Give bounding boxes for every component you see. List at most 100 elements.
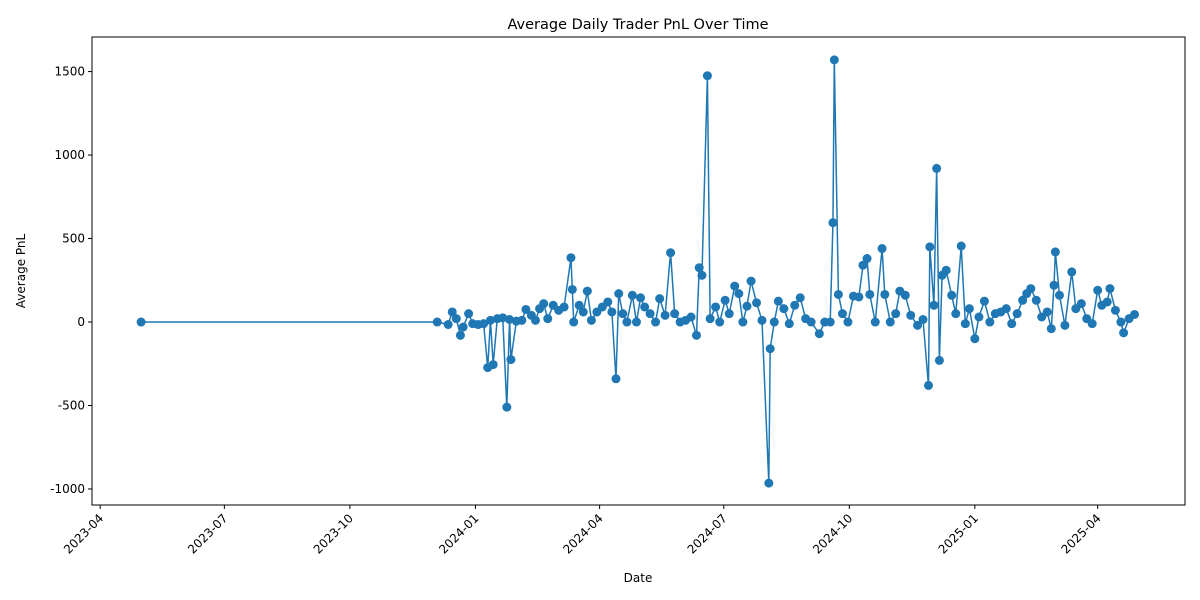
point bbox=[891, 309, 901, 319]
point bbox=[614, 289, 624, 299]
y-tick-label: 500 bbox=[62, 232, 85, 246]
point bbox=[923, 380, 933, 390]
point bbox=[567, 284, 577, 294]
point bbox=[757, 315, 767, 325]
point bbox=[1031, 295, 1041, 305]
point bbox=[1012, 309, 1022, 319]
point bbox=[985, 317, 995, 327]
point bbox=[488, 360, 498, 370]
point bbox=[865, 289, 875, 299]
point bbox=[559, 302, 569, 312]
point bbox=[455, 330, 465, 340]
y-tick-label: 0 bbox=[77, 315, 85, 329]
point bbox=[485, 315, 495, 325]
point bbox=[517, 315, 527, 325]
point bbox=[974, 312, 984, 322]
point bbox=[539, 299, 549, 309]
point bbox=[854, 292, 864, 302]
point bbox=[833, 289, 843, 299]
point bbox=[1130, 309, 1140, 319]
point bbox=[769, 317, 779, 327]
point bbox=[464, 309, 474, 319]
chart-title: Average Daily Trader PnL Over Time bbox=[507, 17, 768, 33]
point bbox=[582, 286, 592, 296]
point bbox=[932, 163, 942, 173]
point bbox=[686, 312, 696, 322]
plot-frame bbox=[91, 36, 1186, 506]
point bbox=[666, 248, 676, 258]
point bbox=[1087, 319, 1097, 329]
point bbox=[858, 260, 868, 270]
point bbox=[586, 315, 596, 325]
point bbox=[1050, 247, 1060, 257]
point bbox=[521, 304, 531, 314]
point bbox=[742, 301, 752, 311]
point bbox=[607, 307, 617, 317]
point bbox=[578, 307, 588, 317]
point bbox=[1110, 305, 1120, 315]
point bbox=[862, 254, 872, 264]
point bbox=[773, 296, 783, 306]
point bbox=[795, 293, 805, 303]
point bbox=[705, 314, 715, 324]
point bbox=[458, 322, 468, 332]
point bbox=[1007, 319, 1017, 329]
point bbox=[543, 314, 553, 324]
point bbox=[502, 402, 512, 412]
point bbox=[970, 334, 980, 344]
point bbox=[829, 55, 839, 65]
point bbox=[947, 290, 957, 300]
point bbox=[784, 319, 794, 329]
point bbox=[569, 317, 579, 327]
point bbox=[1018, 295, 1028, 305]
point bbox=[951, 309, 961, 319]
point bbox=[885, 317, 895, 327]
point bbox=[906, 310, 916, 320]
point bbox=[1105, 284, 1115, 294]
point bbox=[720, 295, 730, 305]
point bbox=[603, 297, 613, 307]
point bbox=[843, 317, 853, 327]
point bbox=[574, 300, 584, 310]
point bbox=[746, 276, 756, 286]
point bbox=[498, 313, 508, 323]
point bbox=[640, 302, 650, 312]
point bbox=[825, 317, 835, 327]
point bbox=[1102, 297, 1112, 307]
point bbox=[941, 265, 951, 275]
point bbox=[1001, 304, 1011, 314]
point bbox=[530, 315, 540, 325]
point bbox=[1046, 324, 1056, 334]
point bbox=[828, 218, 838, 228]
point bbox=[432, 317, 442, 327]
x-axis-label: Date bbox=[624, 571, 653, 585]
point bbox=[1049, 280, 1059, 290]
point bbox=[870, 317, 880, 327]
point bbox=[636, 293, 646, 303]
point bbox=[724, 309, 734, 319]
y-tick-label: 1000 bbox=[54, 148, 85, 162]
point bbox=[711, 302, 721, 312]
point bbox=[702, 71, 712, 81]
point bbox=[934, 355, 944, 365]
y-tick-label: -1000 bbox=[50, 482, 85, 496]
point bbox=[1076, 299, 1086, 309]
point bbox=[645, 309, 655, 319]
point bbox=[837, 309, 847, 319]
y-tick-label: 1500 bbox=[54, 65, 85, 79]
point bbox=[734, 289, 744, 299]
point bbox=[611, 374, 621, 384]
point bbox=[964, 304, 974, 314]
point bbox=[618, 309, 628, 319]
point bbox=[900, 290, 910, 300]
point bbox=[697, 270, 707, 280]
y-tick-label: -500 bbox=[58, 398, 85, 412]
point bbox=[806, 317, 816, 327]
point bbox=[790, 300, 800, 310]
point bbox=[660, 310, 670, 320]
point bbox=[451, 314, 461, 324]
point bbox=[779, 304, 789, 314]
point bbox=[730, 281, 740, 291]
point bbox=[655, 294, 665, 304]
